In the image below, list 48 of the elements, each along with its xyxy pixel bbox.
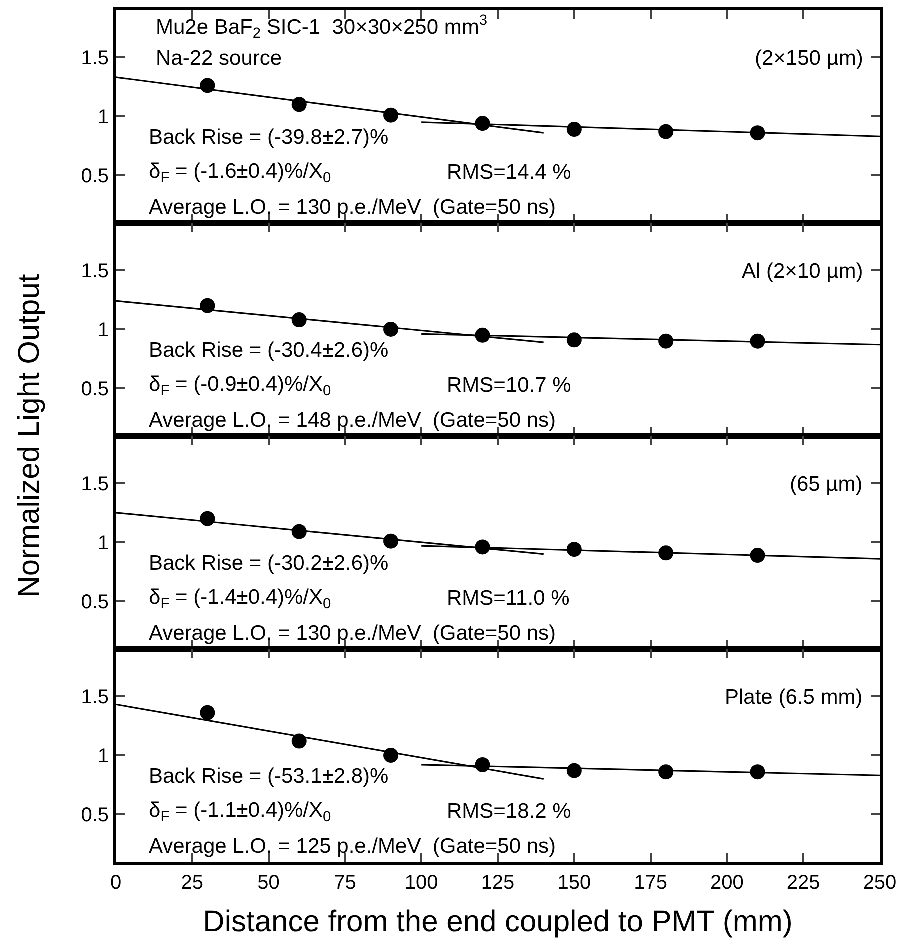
x-tick-label: 0 [110,872,122,894]
annotation: (2×150 µm) [755,47,864,70]
x-tick-label: 225 [786,872,820,894]
annotation: δ$_{F}$ = (-0.9±0.4)%/X$_{0}$ [149,373,332,400]
y-tick-label: 1.5 [81,47,109,70]
y-tick-label: 0.5 [81,378,109,401]
y-axis-title: Normalized Light Output [13,274,47,598]
x-tick-label: 25 [181,872,204,894]
x-axis-title: Distance from the end coupled to PMT (mm) [203,906,793,938]
x-tick-label: 75 [334,872,356,894]
annotation: Back Rise = (-30.2±2.6)% [149,552,389,575]
x-tick-label: 250 [863,872,897,894]
annotation: Average L.O. = 130 p.e./MeV (Gate=50 ns) [149,196,556,219]
annotation: RMS=18.2 % [447,800,572,823]
annotation: Average L.O. = 125 p.e./MeV (Gate=50 ns) [149,835,556,858]
y-tick-label: 1.5 [81,473,109,496]
x-tick-label: 150 [558,872,592,894]
y-tick-label: 0.5 [81,166,109,188]
y-tick-label: 0.5 [81,592,109,614]
x-tick-label: 100 [404,872,438,894]
annotation: Mu2e BaF$_{2}$ SIC-1 30×30×250 mm$^{3}$ [156,13,488,42]
annotation: δ$_{F}$ = (-1.1±0.4)%/X$_{0}$ [149,799,332,826]
y-tick-label: 1 [98,532,109,554]
y-tick-label: 0.5 [81,804,109,827]
annotation: Average L.O. = 148 p.e./MeV (Gate=50 ns) [149,409,556,432]
y-tick-label: 1 [98,320,109,342]
annotation: Na-22 source [156,47,282,70]
y-tick-label: 1 [98,106,109,128]
annotation: RMS=10.7 % [447,374,572,397]
annotation: Back Rise = (-53.1±2.8)% [149,765,389,788]
point [200,705,216,720]
x-tick-label: 175 [634,872,668,894]
y-tick-label: 1.5 [81,686,109,708]
x-tick-label: 50 [258,872,280,894]
annotation: Al (2×10 µm) [742,260,864,283]
annotation: Back Rise = (-39.8±2.7)% [149,126,389,149]
annotation: δ$_{F}$ = (-1.6±0.4)%/X$_{0}$ [149,160,332,186]
annotation: Average L.O. = 130 p.e./MeV (Gate=50 ns) [149,622,556,645]
y-tick-label: 1 [98,746,109,768]
annotation: (65 µm) [790,473,863,496]
annotation: Back Rise = (-30.4±2.6)% [149,339,389,362]
annotation: Plate (6.5 mm) [725,686,863,709]
annotation: RMS=14.4 % [447,161,572,184]
x-tick-label: 200 [710,872,744,894]
x-tick-label: 125 [481,872,515,894]
annotation: RMS=11.0 % [447,587,570,610]
y-tick-label: 1.5 [81,260,109,282]
annotation: δ$_{F}$ = (-1.4±0.4)%/X$_{0}$ [149,586,332,612]
